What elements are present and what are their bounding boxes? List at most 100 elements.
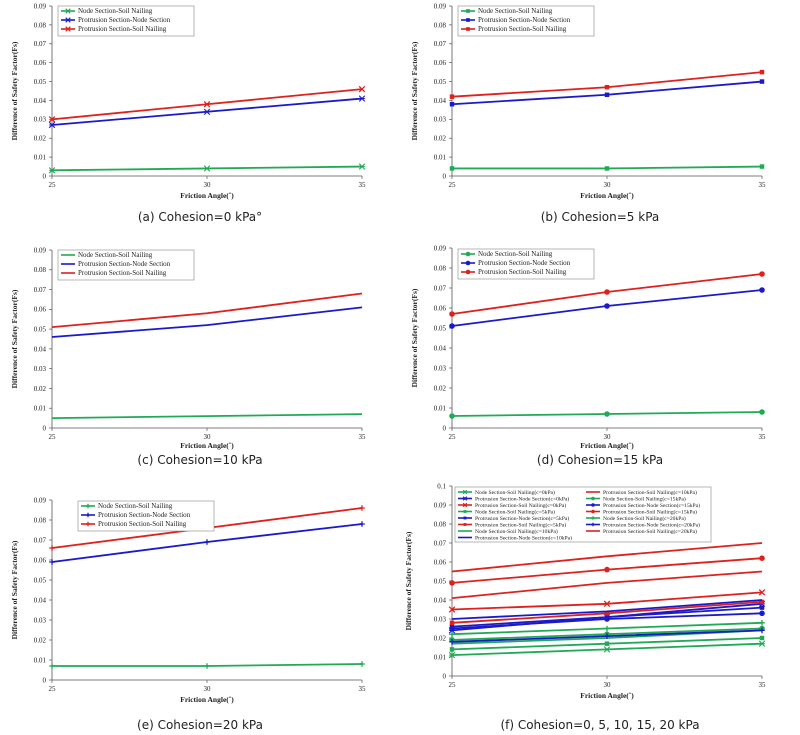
- x-tick-label-f: 30: [604, 681, 612, 689]
- legend-label-f-4: Node Section-Soil Nailing(c=5kPa): [475, 509, 555, 516]
- legend-marker-d-3: [465, 269, 471, 275]
- data-point-d-3-3: [759, 271, 765, 277]
- legend-marker-b-1: [466, 9, 470, 13]
- caption-f: (f) Cohesion=0, 5, 10, 15, 20 kPa: [500, 718, 700, 732]
- y-tick-label-a: 0.06: [34, 59, 47, 67]
- y-tick-label-f: 0.06: [434, 558, 447, 566]
- data-point-f-3-1: [448, 606, 456, 613]
- legend-label-b-3: Protrusion Section-Soil Nailing: [478, 25, 567, 33]
- chart-panel-e: 0 0.01 0.02 0.03 0.04 0.05 0.06 0.07 0.08 0.09 25 3…: [0, 488, 400, 733]
- data-point-d-3-2: [604, 289, 610, 295]
- chart-c: 0 0.01 0.02 0.03 0.04 0.05 0.06 0.07 0.08 0.09 25 3…: [10, 246, 366, 450]
- x-tick-label-e: 25: [49, 685, 57, 693]
- y-tick-label-d: 0.05: [434, 324, 447, 332]
- y-tick-label-a: 0.04: [34, 97, 47, 105]
- data-point-a-2-3: [358, 95, 366, 102]
- x-axis-title-f: Friction Angle(˚): [580, 691, 634, 700]
- y-tick-label-b: 0.09: [434, 2, 447, 10]
- data-point-f-11-3: [759, 610, 765, 617]
- data-point-d-1-3: [759, 409, 765, 415]
- data-point-f-6-2: [604, 611, 610, 616]
- data-point-e-3-1: [49, 545, 55, 551]
- legend-marker-f-11: [591, 503, 595, 507]
- x-axis-title-d: Friction Angle(˚): [580, 441, 634, 450]
- legend-label-a-1: Node Section-Soil Nailing: [78, 7, 153, 15]
- chart-f: 0 0.01 0.02 0.03 0.04 0.05 0.06 0.07 0.08 0.09 0.1…: [404, 482, 766, 700]
- legend-marker-d-1: [465, 251, 471, 257]
- y-tick-label-a: 0.08: [34, 21, 47, 29]
- legend-label-f-7: Node Section-Soil Nailing(c=10kPa): [475, 528, 558, 535]
- legend-label-e-3: Protrusion Section-Soil Nailing: [98, 520, 187, 528]
- legend-label-f-3: Protrusion Section-Soil Nailing(c=0kPa): [475, 502, 566, 509]
- legend-marker-a-3: [65, 26, 71, 32]
- data-point-f-1-2: [603, 646, 611, 653]
- legend-label-d-1: Node Section-Soil Nailing: [478, 250, 553, 258]
- x-tick-label-b: 35: [759, 181, 767, 189]
- legend-label-b-1: Node Section-Soil Nailing: [478, 7, 553, 15]
- legend-label-f-14: Protrusion Section-Node Section(c=20kPa): [603, 522, 700, 529]
- x-tick-label-a: 25: [49, 181, 57, 189]
- x-tick-label-b: 25: [449, 181, 457, 189]
- data-point-b-2-3: [759, 79, 765, 84]
- y-tick-label-e: 0.09: [34, 496, 47, 504]
- data-point-f-11-1: [449, 625, 455, 632]
- y-tick-label-b: 0.06: [434, 59, 447, 67]
- data-point-b-1-2: [604, 166, 610, 171]
- data-point-a-3-3: [358, 85, 366, 93]
- data-point-d-2-1: [449, 323, 455, 329]
- y-axis-title-e: Difference of Safety Factor(Fs): [10, 540, 19, 639]
- y-tick-label-d: 0.09: [434, 244, 447, 252]
- data-point-b-3-3: [759, 69, 765, 75]
- y-tick-label-c: 0.09: [34, 246, 47, 254]
- data-point-e-2-2: [204, 539, 210, 545]
- legend-label-d-2: Protrusion Section-Node Section: [478, 259, 571, 267]
- y-tick-label-a: 0.07: [34, 40, 47, 48]
- caption-d: (d) Cohesion=15 kPa: [536, 453, 664, 467]
- y-tick-label-b: 0.03: [434, 116, 447, 124]
- data-point-d-3-1: [449, 311, 455, 317]
- y-tick-label-c: 0.06: [34, 306, 47, 314]
- legend-label-f-13: Node Section-Soil Nailing(c=20kPa): [603, 515, 686, 522]
- data-point-b-3-2: [604, 84, 610, 90]
- data-point-f-14-2: [604, 633, 610, 639]
- y-tick-label-f: 0.04: [434, 596, 447, 604]
- caption-e: (e) Cohesion=20 kPa: [137, 718, 263, 732]
- data-point-a-1-3: [358, 163, 366, 170]
- y-tick-label-e: 0.02: [34, 636, 47, 644]
- data-point-f-6-3: [759, 599, 765, 605]
- y-tick-label-f: 0.07: [434, 539, 447, 547]
- x-axis-title-b: Friction Angle(˚): [580, 191, 634, 200]
- legend-marker-a-1: [65, 8, 71, 14]
- x-tick-label-d: 25: [449, 433, 457, 441]
- y-tick-label-c: 0.07: [34, 286, 47, 294]
- data-point-a-2-2: [203, 108, 211, 115]
- y-tick-label-a: 0.02: [34, 135, 47, 143]
- data-point-d-1-1: [449, 413, 455, 419]
- y-tick-label-b: 0.08: [434, 21, 447, 29]
- y-tick-label-e: 0.07: [34, 536, 47, 544]
- data-point-f-12-2: [604, 566, 610, 573]
- data-point-e-1-3: [359, 661, 365, 667]
- x-tick-label-a: 30: [204, 181, 212, 189]
- legend-marker-f-5: [463, 516, 467, 520]
- y-tick-label-d: 0: [443, 424, 447, 432]
- data-point-e-1-2: [204, 663, 210, 669]
- y-tick-label-d: 0.03: [434, 364, 447, 372]
- y-tick-label-c: 0.05: [34, 326, 47, 334]
- data-point-f-1-3: [758, 640, 766, 647]
- y-tick-label-c: 0.01: [34, 405, 47, 413]
- y-tick-label-e: 0.06: [34, 556, 47, 564]
- legend-label-f-9: Protrusion Section-Soil Nailing(c=10kPa): [603, 489, 697, 496]
- chart-panel-a: 0 0.01 0.02 0.03 0.04 0.05 0.06 0.07 0.08 0.09 25 3…: [0, 0, 400, 245]
- data-point-e-2-3: [359, 521, 365, 527]
- y-tick-label-f: 0.03: [434, 615, 447, 623]
- chart-panel-f: 0 0.01 0.02 0.03 0.04 0.05 0.06 0.07 0.08 0.09 0.1…: [400, 480, 800, 732]
- data-point-f-4-2: [604, 641, 610, 646]
- x-tick-label-e: 35: [359, 685, 367, 693]
- legend-marker-f-2: [462, 496, 468, 501]
- x-tick-label-c: 25: [49, 433, 57, 441]
- legend-label-f-2: Protrusion Section-Node Section(c=0kPa): [475, 496, 569, 503]
- data-point-d-2-2: [604, 303, 610, 309]
- data-point-a-2-1: [48, 121, 56, 129]
- y-tick-label-b: 0.01: [434, 154, 447, 162]
